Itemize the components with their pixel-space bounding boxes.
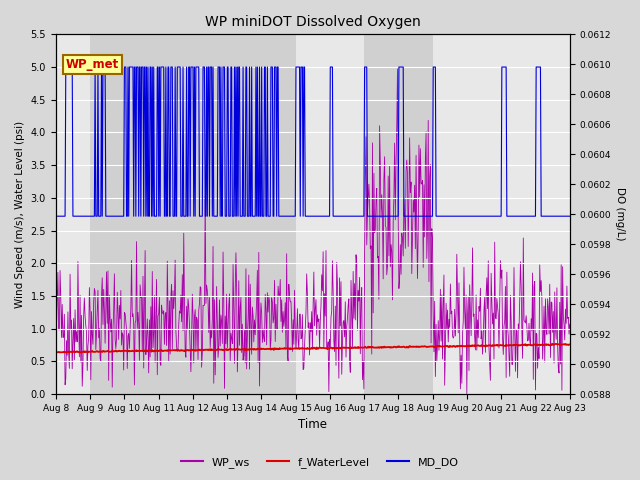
f_WaterLevel bbox=[376, 345, 383, 351]
f_WaterLevel bbox=[61, 349, 69, 355]
f_WaterLevel bbox=[65, 349, 73, 355]
MD_DO bbox=[62, 64, 70, 70]
MD_DO bbox=[376, 213, 383, 219]
WP_ws bbox=[61, 382, 69, 388]
WP_ws bbox=[394, 66, 401, 72]
MD_DO bbox=[391, 213, 399, 219]
MD_DO bbox=[115, 213, 122, 219]
Bar bbox=[90, 35, 296, 394]
WP_ws bbox=[166, 351, 174, 357]
Legend: WP_ws, f_WaterLevel, MD_DO: WP_ws, f_WaterLevel, MD_DO bbox=[177, 452, 463, 472]
WP_ws bbox=[463, 391, 470, 396]
Text: WP_met: WP_met bbox=[66, 58, 119, 71]
Line: f_WaterLevel: f_WaterLevel bbox=[56, 344, 570, 352]
Line: WP_ws: WP_ws bbox=[56, 69, 570, 394]
MD_DO bbox=[61, 213, 69, 219]
WP_ws bbox=[375, 297, 383, 302]
f_WaterLevel bbox=[566, 342, 573, 348]
f_WaterLevel bbox=[194, 348, 202, 353]
X-axis label: Time: Time bbox=[298, 419, 327, 432]
Y-axis label: DO (mg/L): DO (mg/L) bbox=[615, 188, 625, 241]
Title: WP miniDOT Dissolved Oxygen: WP miniDOT Dissolved Oxygen bbox=[205, 15, 420, 29]
WP_ws bbox=[566, 321, 573, 327]
WP_ws bbox=[390, 193, 397, 199]
f_WaterLevel bbox=[167, 348, 175, 353]
WP_ws bbox=[114, 309, 122, 314]
MD_DO bbox=[566, 213, 573, 219]
f_WaterLevel bbox=[52, 349, 60, 355]
f_WaterLevel bbox=[115, 348, 122, 354]
Line: MD_DO: MD_DO bbox=[56, 67, 570, 216]
Bar bbox=[364, 35, 433, 394]
WP_ws bbox=[193, 317, 201, 323]
f_WaterLevel bbox=[548, 341, 556, 347]
MD_DO bbox=[52, 213, 60, 219]
f_WaterLevel bbox=[391, 344, 399, 349]
MD_DO bbox=[167, 64, 175, 70]
WP_ws bbox=[52, 303, 60, 309]
Y-axis label: Wind Speed (m/s), Water Level (psi): Wind Speed (m/s), Water Level (psi) bbox=[15, 120, 25, 308]
MD_DO bbox=[194, 64, 202, 70]
